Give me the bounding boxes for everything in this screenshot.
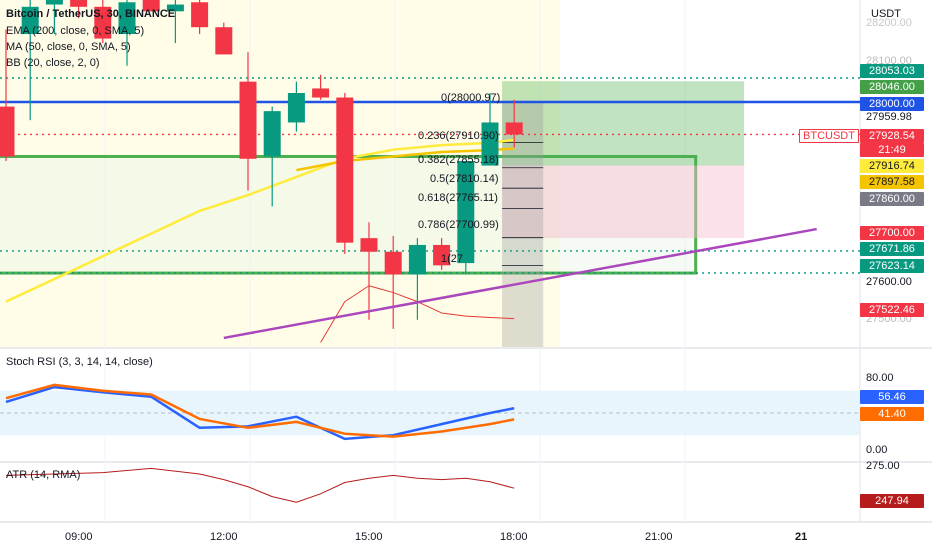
fib-label-0382: 0.382(27855.18) — [418, 154, 499, 166]
atr-title[interactable]: ATR (14, RMA) — [6, 469, 81, 481]
fib-label-05: 0.5(27810.14) — [430, 173, 499, 185]
trendline — [223, 227, 817, 340]
stoch-rsi-title[interactable]: Stoch RSI (3, 3, 14, 14, close) — [6, 356, 153, 368]
last-price-tag: 27928.54 — [860, 129, 924, 143]
stoch-k-value-tag: 56.46 — [860, 390, 924, 404]
candle-bullish — [118, 2, 136, 35]
atr-line — [5, 467, 515, 503]
entry-price-tag: 27860.00 — [860, 192, 924, 206]
ema-price-tag: 27916.74 — [860, 159, 924, 173]
stoch-d-line — [5, 383, 515, 438]
candle-bearish — [239, 81, 257, 159]
atr-tick: 275.00 — [866, 460, 900, 472]
candle-bullish — [457, 161, 475, 264]
fib-label-1: 1(27 — [441, 253, 464, 265]
price-tag-28000: 28000.00 — [860, 97, 924, 111]
time-tick: 12:00 — [210, 531, 238, 543]
price-tag-28053: 28053.03 — [860, 64, 924, 78]
candle-bearish — [70, 0, 88, 7]
candle-bullish — [408, 244, 426, 275]
fib-label-0: 0(28000.97) — [441, 92, 501, 104]
candle-bearish — [384, 251, 402, 275]
ma-price-tag: 27897.58 — [860, 175, 924, 189]
candle-bearish — [0, 106, 15, 157]
candle-bearish — [336, 97, 354, 243]
price-tag-28046: 28046.00 — [860, 80, 924, 94]
candle-bearish — [94, 6, 112, 39]
fib-label-0618: 0.618(27765.11) — [418, 192, 498, 204]
candle-bearish — [360, 238, 378, 252]
price-tick: 27600.00 — [866, 276, 912, 288]
fib-label-0236: 0.236(27910.90) — [418, 130, 499, 142]
candle-bearish — [505, 122, 523, 135]
candle-bearish — [215, 27, 233, 55]
bb-lower-price-tag: 27522.46 — [860, 303, 924, 317]
time-tick: 21:00 — [645, 531, 673, 543]
ema-indicator-label[interactable]: EMA (200, close, 0, SMA, 5) — [6, 25, 145, 37]
candle-bearish — [312, 88, 330, 98]
price-tick: 27959.98 — [866, 111, 912, 123]
symbol-tag: BTCUSDT — [799, 129, 859, 143]
stoch-tick-80: 80.00 — [866, 372, 894, 384]
candle-bullish — [287, 92, 305, 123]
time-tick: 15:00 — [355, 531, 383, 543]
candle-bearish — [433, 244, 451, 266]
currency-label: USDT — [871, 8, 901, 20]
candle-bullish — [481, 122, 499, 166]
fib-shade — [502, 101, 544, 347]
candle-bearish — [191, 2, 209, 28]
stoch-d-value-tag: 41.40 — [860, 407, 924, 421]
long-position-loss-zone — [502, 165, 745, 239]
time-tick: 18:00 — [500, 531, 528, 543]
stoch-k-line — [5, 385, 515, 441]
price-tick: 28200.00 — [866, 17, 912, 29]
long-position-profit-zone — [502, 81, 745, 166]
symbol-title[interactable]: Bitcoin / TetherUS, 30, BINANCE — [6, 8, 176, 20]
stoch-tick-0: 0.00 — [866, 444, 888, 456]
time-tick: 21 — [795, 531, 808, 543]
candle-bullish — [21, 6, 39, 35]
candle-bullish — [45, 0, 63, 5]
candle-bullish — [166, 4, 184, 12]
time-tick: 09:00 — [65, 531, 93, 543]
stop-price-tag: 27700.00 — [860, 226, 924, 240]
fib-label-0786: 0.786(27700.99) — [418, 219, 499, 231]
bar-countdown-tag: 21:49 — [860, 143, 924, 157]
candle-bullish — [263, 111, 281, 157]
atr-value-tag: 247.94 — [860, 494, 924, 508]
price-tag-27623: 27623.14 — [860, 259, 924, 273]
price-tag-27671: 27671.86 — [860, 242, 924, 256]
bb-indicator-label[interactable]: BB (20, close, 2, 0) — [6, 57, 100, 69]
candle-bearish — [142, 0, 160, 12]
ma-indicator-label[interactable]: MA (50, close, 0, SMA, 5) — [6, 41, 131, 53]
